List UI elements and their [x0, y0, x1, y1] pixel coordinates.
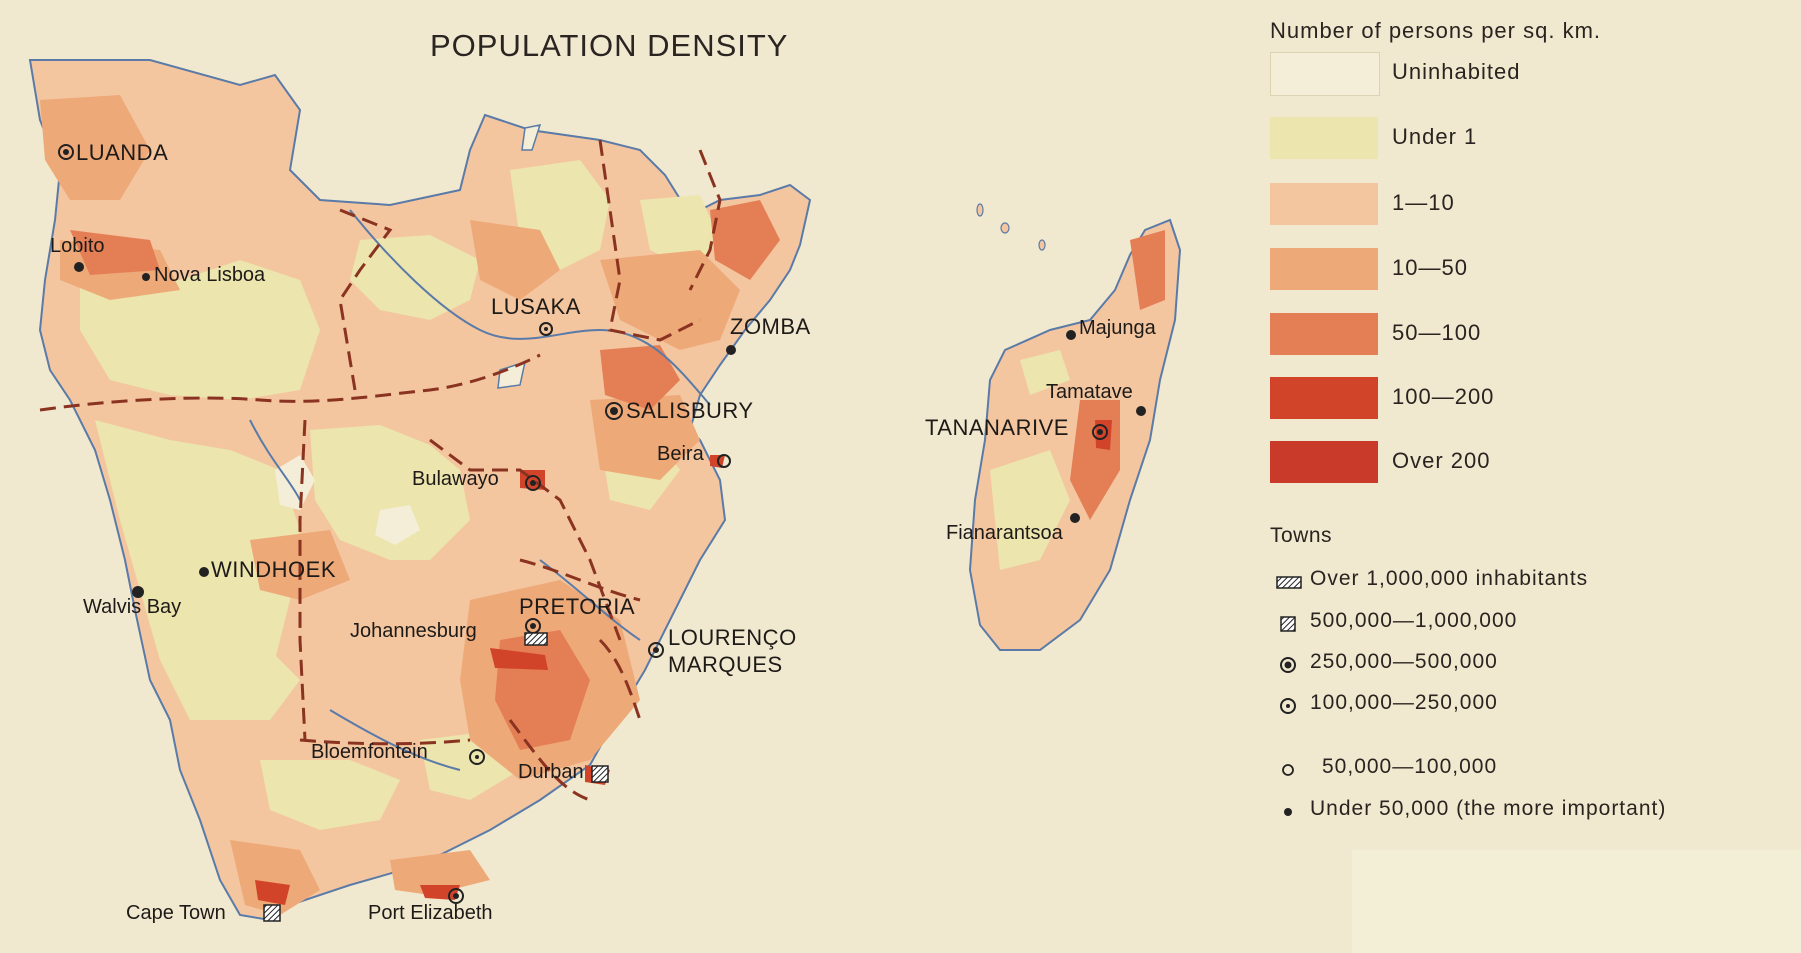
walvis-bay-symbol [132, 586, 144, 598]
johannesburg-label: Johannesburg [350, 620, 477, 642]
bloemfontein-label: Bloemfontein [311, 741, 428, 763]
marques-label: MARQUES [668, 652, 783, 677]
beira-symbol [717, 454, 731, 468]
zomba-label: ZOMBA [730, 314, 811, 339]
walvis-bay-label: Walvis Bay [83, 596, 182, 618]
swatch-50-100 [1270, 313, 1378, 355]
town-class-label: 100,000—250,000 [1310, 691, 1498, 714]
fianarantsoa-label: Fianarantsoa [946, 522, 1063, 544]
swatch-100-200 [1270, 377, 1378, 419]
lusaka-symbol [539, 322, 553, 336]
johannesburg-symbol [524, 632, 548, 646]
durban-symbol [591, 765, 609, 783]
town-symbols [58, 144, 1146, 922]
tananarive-label: TANANARIVE [925, 415, 1069, 440]
nova-lisboa-symbol [142, 273, 150, 281]
nova-lisboa-label: Nova Lisboa [154, 264, 266, 286]
tamatave-symbol [1136, 406, 1146, 416]
salisbury-label: SALISBURY [626, 398, 754, 423]
lobito-symbol [74, 262, 84, 272]
legend-class-label: Under 1 [1392, 124, 1478, 149]
town-class-label: 250,000—500,000 [1310, 650, 1498, 673]
uninhabited-zones [275, 455, 420, 545]
zomba-symbol [726, 345, 736, 355]
double-ring-icon [1280, 657, 1296, 673]
tamatave-label: Tamatave [1046, 381, 1133, 403]
legend-class-label: Uninhabited [1392, 59, 1521, 84]
lourenco-label: LOURENÇO [668, 625, 797, 650]
swatch-under-1 [1270, 117, 1378, 159]
legend-class-label: 100—200 [1392, 384, 1495, 409]
legend-heading: Number of persons per sq. km. [1270, 18, 1602, 43]
town-class-label: 50,000—100,000 [1322, 755, 1498, 778]
bulawayo-symbol [525, 475, 541, 491]
fianarantsoa-symbol [1070, 513, 1080, 523]
beira-label: Beira [657, 443, 704, 465]
town-class-label: Over 1,000,000 inhabitants [1310, 567, 1589, 590]
salisbury-symbol [605, 402, 623, 420]
durban-label: Durban [518, 761, 584, 783]
swatch-10-50 [1270, 248, 1378, 290]
towns-heading: Towns [1270, 524, 1333, 547]
swatch-over-200 [1270, 441, 1378, 483]
lourenco-marques-symbol [648, 642, 664, 658]
legend-class-label: Over 200 [1392, 448, 1491, 473]
blank-patch [1352, 850, 1801, 953]
bulawayo-label: Bulawayo [412, 468, 499, 490]
town-class-label: 500,000—1,000,000 [1310, 609, 1518, 632]
majunga-symbol [1066, 330, 1076, 340]
borders [39, 139, 722, 802]
swatch-1-10 [1270, 183, 1378, 225]
majunga-label: Majunga [1079, 317, 1156, 339]
swatch-uninhabited [1270, 52, 1380, 96]
legend: Number of persons per sq. km. Uninhabite… [1270, 18, 1790, 820]
lakes [497, 124, 542, 389]
legend-class-label: 10—50 [1392, 255, 1468, 280]
legend-class-label: 1—10 [1392, 190, 1455, 215]
bloemfontein-symbol [469, 749, 485, 765]
cape-town-symbol [263, 904, 281, 922]
madagascar-zones [990, 230, 1165, 570]
port-elizabeth-label: Port Elizabeth [368, 902, 493, 924]
dot-icon [1284, 808, 1292, 816]
tananarive-symbol [1092, 424, 1108, 440]
pretoria-label: PRETORIA [519, 594, 636, 619]
ring-dot-icon [1280, 698, 1296, 714]
comoros-islands [976, 203, 1046, 251]
lobito-label: Lobito [50, 235, 105, 257]
legend-class-label: 50—100 [1392, 320, 1482, 345]
hatched-square-icon [1280, 616, 1296, 632]
luanda-symbol [58, 144, 74, 160]
hatched-rect-icon [1276, 576, 1302, 589]
town-class-label: Under 50,000 (the more important) [1310, 797, 1667, 820]
luanda-label: LUANDA [76, 140, 169, 165]
cape-town-label: Cape Town [126, 902, 226, 924]
map-title: POPULATION DENSITY [430, 28, 789, 63]
small-ring-icon [1282, 764, 1294, 776]
windhoek-label: WINDHOEK [211, 557, 336, 582]
windhoek-symbol [199, 567, 209, 577]
port-elizabeth-symbol [448, 888, 464, 904]
lusaka-label: LUSAKA [491, 294, 581, 319]
